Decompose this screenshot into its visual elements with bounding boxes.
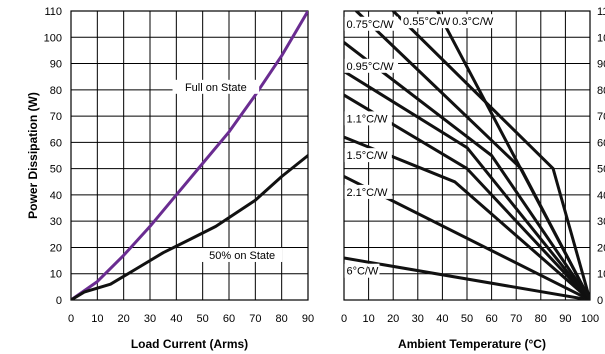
- left-y-tick-label: 40: [50, 190, 62, 202]
- right-plot: 0 10 20 30 40 50 60 70 80 90 100: [341, 10, 599, 325]
- left-x-tick-label: 30: [144, 313, 156, 325]
- left-y-tick-label: 60: [50, 137, 62, 149]
- left-y-tick-label: 70: [50, 111, 62, 123]
- left-x-tick-label: 20: [118, 313, 130, 325]
- left-x-axis-label: Load Current (Arms): [131, 337, 248, 351]
- right-y-tick-label-text: 50: [597, 164, 605, 176]
- right-annotation-bg: [344, 16, 399, 31]
- right-x-tick-label: 40: [436, 313, 448, 325]
- right-y-tick-label-text: 90: [597, 59, 605, 71]
- right-x-tick-label: 10: [362, 313, 374, 325]
- right-series-line-8: [436, 11, 590, 300]
- right-series-line-7: [391, 11, 590, 300]
- left-x-tick-label: 0: [68, 313, 74, 325]
- left-x-tick-label: 40: [170, 313, 182, 325]
- right-x-tick-label: 20: [387, 313, 399, 325]
- right-series-line-0: [344, 256, 590, 300]
- right-y-tick-label: 0: [597, 295, 603, 307]
- right-y-tick-label-text: 110: [597, 6, 605, 18]
- left-annotation-bg: [172, 79, 260, 94]
- right-y-tick-label: 100: [597, 32, 605, 44]
- right-x-tick-label: 50: [461, 313, 473, 325]
- right-series-annotation: 1.5°C/W: [346, 150, 388, 162]
- right-y-tick-label: 10: [597, 269, 605, 281]
- right-series-annotation: 1.1°C/W: [346, 113, 388, 125]
- right-series-annotation: 6°C/W: [346, 266, 379, 278]
- right-x-tick-label: 0: [341, 313, 347, 325]
- left-x-tick-label: 80: [276, 313, 288, 325]
- right-series-annotation: 0.75°C/W: [346, 19, 394, 31]
- right-y-tick-label: 30: [597, 216, 605, 228]
- left-annotation-bg: [201, 247, 283, 262]
- right-series-annotation: 2.1°C/W: [346, 187, 388, 199]
- left-y-tick-label: 110: [44, 6, 62, 18]
- right-series-line-5: [344, 41, 590, 300]
- left-y-tick-label: 80: [50, 85, 62, 97]
- left-y-tick-label: 20: [50, 242, 62, 254]
- right-y-tick-label: 40: [597, 190, 605, 202]
- right-x-tick-label: 30: [412, 313, 424, 325]
- right-series-line-4: [344, 69, 590, 300]
- left-y-tick-label: 0: [56, 295, 62, 307]
- left-series-group: [71, 11, 308, 300]
- left-y-tick-label: 10: [50, 269, 62, 281]
- right-y-tick-label: 80: [597, 85, 605, 97]
- right-series-annotation: 0.3°C/W: [452, 16, 494, 28]
- left-x-tick-label: 90: [302, 313, 314, 325]
- right-y-tick-label-text: 20: [597, 242, 605, 254]
- right-y-tick-label-text: 0: [597, 295, 603, 307]
- right-y-tick-label: 50: [597, 164, 605, 176]
- right-annotation-bg: [344, 58, 399, 73]
- left-series-line-1: [71, 154, 308, 300]
- left-x-tick-label: 60: [223, 313, 235, 325]
- left-x-tick-label: 10: [91, 313, 103, 325]
- right-annotation-bg: [344, 263, 380, 278]
- right-y-tick-label: 90: [597, 59, 605, 71]
- right-series-annotation: 0.95°C/W: [346, 61, 394, 73]
- right-annotation-bg: [401, 14, 455, 29]
- right-y-tick-label: 110: [597, 6, 605, 18]
- right-y-tick-label-text: 40: [597, 190, 605, 202]
- left-y-tick-label: 30: [50, 216, 62, 228]
- right-x-tick-label: 70: [510, 313, 522, 325]
- right-annotation-bg: [450, 14, 498, 29]
- right-y-tick-label: 70: [597, 111, 605, 123]
- left-series-annotation: Full on State: [185, 82, 247, 94]
- right-x-tick-label: 60: [485, 313, 497, 325]
- right-x-tick-label: 90: [559, 313, 571, 325]
- left-series-line-0: [71, 11, 308, 300]
- right-y-tick-label: 20: [597, 242, 605, 254]
- right-y-tick-label-text: 80: [597, 85, 605, 97]
- right-x-tick-label: 100: [581, 313, 599, 325]
- left-y-tick-label: 100: [44, 32, 62, 44]
- left-plot: 0 10 20 30 40 50 60 70 80 90 0 10 20 30 40 50 60 70 80 90 10…: [44, 6, 314, 325]
- right-y-tick-label-text: 60: [597, 137, 605, 149]
- left-y-tick-label: 50: [50, 164, 62, 176]
- right-y-tick-label-text: 70: [597, 111, 605, 123]
- left-series-annotation: 50% on State: [209, 250, 275, 262]
- left-x-tick-label: 70: [249, 313, 261, 325]
- left-y-axis-label: Power Dissipation (W): [26, 92, 40, 219]
- right-y-tick-label-text: 10: [597, 269, 605, 281]
- right-annotation-bg: [344, 184, 392, 199]
- right-annotation-bg: [344, 111, 392, 126]
- right-y-tick-label-text: 100: [597, 32, 605, 44]
- right-x-axis-label: Ambient Temperature (°C): [398, 337, 546, 351]
- right-y-tick-label: 60: [597, 137, 605, 149]
- left-y-tick-label: 90: [50, 59, 62, 71]
- right-y-tick-label-text: 30: [597, 216, 605, 228]
- right-x-tick-label: 80: [535, 313, 547, 325]
- right-annotation-bg: [344, 148, 392, 163]
- right-series-annotation: 0.55°C/W: [403, 16, 451, 28]
- right-plot-border: [343, 10, 591, 301]
- left-x-tick-label: 50: [197, 313, 209, 325]
